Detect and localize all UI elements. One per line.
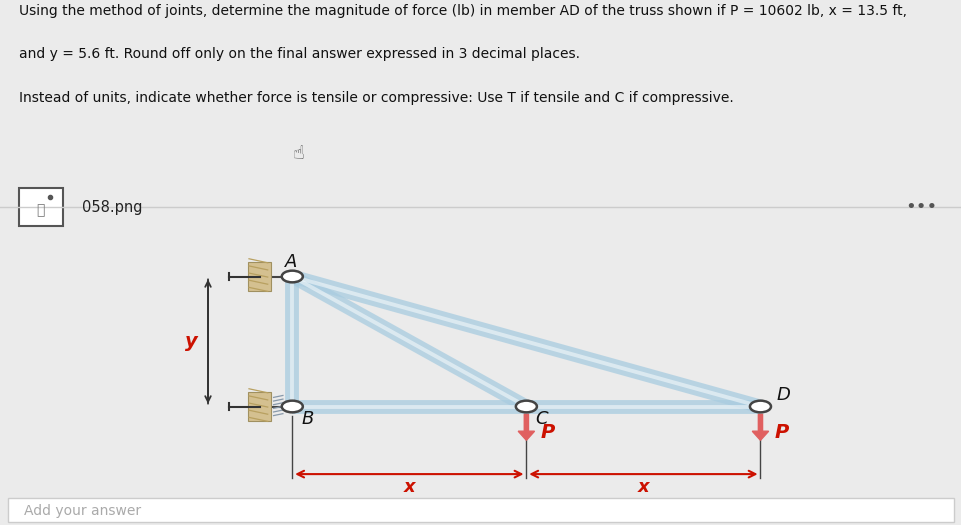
Bar [8, 498, 953, 522]
Text: x: x [637, 478, 649, 496]
Circle shape [282, 401, 303, 412]
Text: Add your answer: Add your answer [24, 503, 141, 518]
Text: P: P [774, 423, 788, 442]
Text: B: B [302, 411, 313, 428]
Text: A: A [285, 253, 297, 271]
Text: Instead of units, indicate whether force is tensile or compressive: Use T if ten: Instead of units, indicate whether force… [19, 90, 733, 104]
Text: y: y [185, 332, 198, 351]
Text: Using the method of joints, determine the magnitude of force (lb) in member AD o: Using the method of joints, determine th… [19, 4, 906, 18]
Bar [19, 188, 62, 226]
Text: C: C [535, 411, 548, 428]
FancyArrow shape [752, 414, 768, 440]
Text: ⛰: ⛰ [37, 203, 45, 217]
Circle shape [750, 401, 770, 412]
Bar [248, 392, 271, 421]
Bar [248, 262, 271, 291]
Text: •••: ••• [904, 198, 937, 216]
FancyArrow shape [518, 414, 534, 440]
Text: and y = 5.6 ft. Round off only on the final answer expressed in 3 decimal places: and y = 5.6 ft. Round off only on the fi… [19, 47, 579, 61]
Text: D: D [776, 386, 790, 404]
Circle shape [282, 271, 303, 282]
Circle shape [515, 401, 536, 412]
Text: x: x [403, 478, 415, 496]
Text: P: P [540, 423, 554, 442]
Text: ☝: ☝ [292, 144, 304, 163]
Text: 058.png: 058.png [82, 200, 142, 215]
